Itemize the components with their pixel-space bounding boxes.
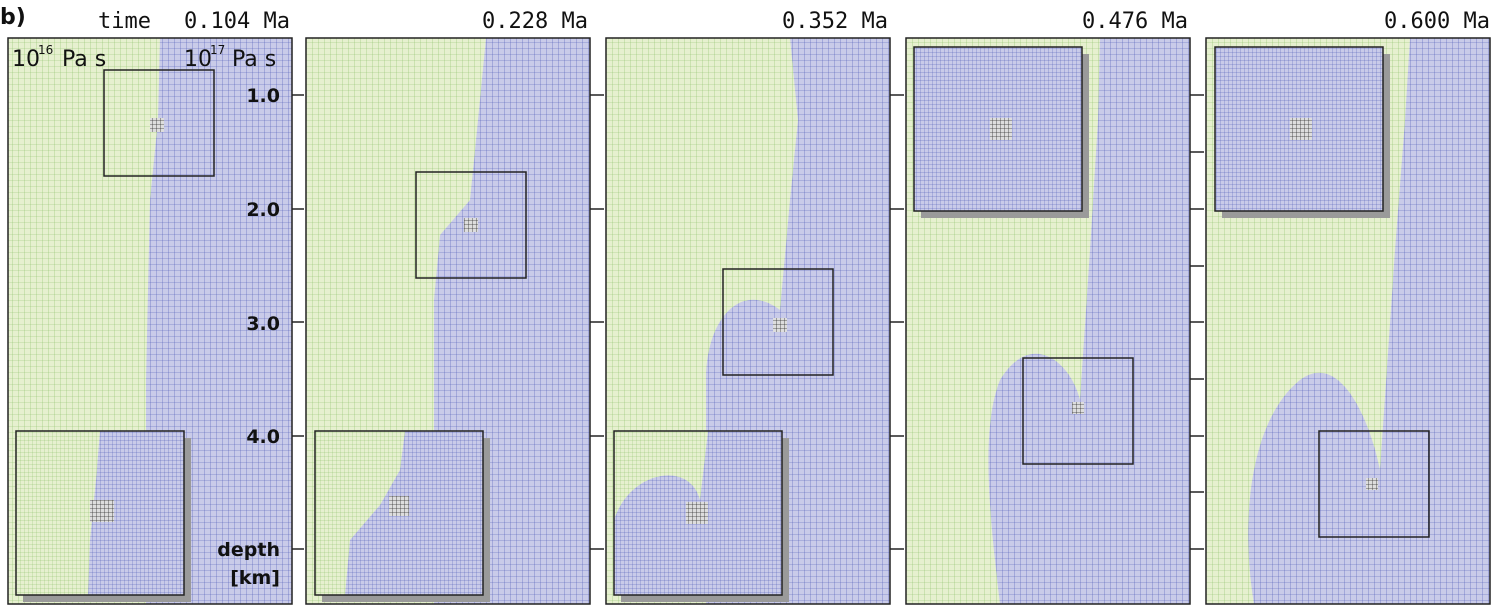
tick-marks (292, 94, 1204, 550)
panel-2 (305, 37, 591, 605)
time-label-3: 0.352 Ma (782, 9, 888, 34)
time-axis-label: time (98, 9, 151, 34)
depth-label: depth (217, 539, 280, 561)
viscosity-right-unit: Pa s (232, 47, 276, 72)
time-label-4: 0.476 Ma (1082, 9, 1188, 34)
panel-3 (605, 37, 891, 605)
panel-4 (905, 37, 1191, 605)
viscosity-left-base: 10 (12, 47, 40, 72)
viscosity-right-exponent: 17 (210, 43, 225, 57)
time-label-2: 0.228 Ma (482, 9, 588, 34)
panel-5 (1205, 37, 1491, 605)
viscosity-right-base: 10 (184, 47, 212, 72)
depth-tick-1: 1.0 (246, 85, 280, 107)
figure-label: b) (0, 5, 26, 30)
viscosity-left-label: 10 16 Pa s (12, 43, 106, 72)
panel-1 (7, 37, 293, 605)
depth-tick-4: 4.0 (246, 426, 280, 448)
depth-axis: 1.0 2.0 3.0 4.0 depth [km] (217, 85, 280, 589)
depth-tick-3: 3.0 (246, 313, 280, 335)
viscosity-left-exponent: 16 (38, 43, 53, 57)
viscosity-right-label: 10 17 Pa s (184, 43, 276, 72)
depth-unit: [km] (230, 567, 280, 589)
time-label-5: 0.600 Ma (1384, 9, 1490, 34)
depth-tick-2: 2.0 (246, 199, 280, 221)
viscosity-left-unit: Pa s (62, 47, 106, 72)
time-label-1: 0.104 Ma (184, 9, 290, 34)
